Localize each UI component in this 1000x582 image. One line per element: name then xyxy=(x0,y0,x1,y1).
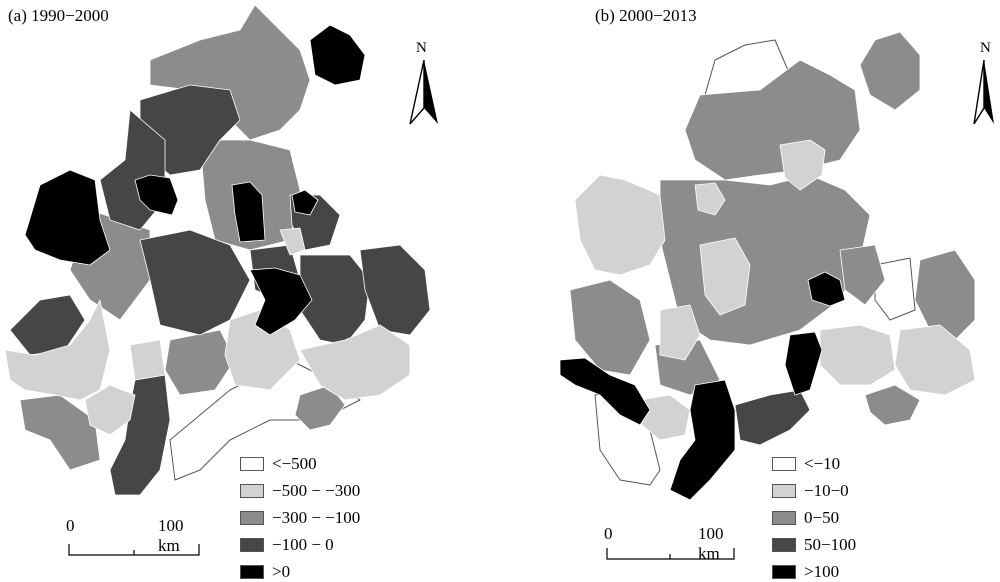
region-map xyxy=(559,31,976,501)
region-light-center xyxy=(699,237,751,316)
region-black-east-small xyxy=(807,271,846,307)
region-light-south-2 xyxy=(129,339,166,381)
region-black-west xyxy=(24,169,111,266)
panel-title: (b) 2000−2013 xyxy=(595,6,697,25)
region-light-southwest xyxy=(4,299,111,401)
legend-swatch xyxy=(772,565,796,579)
map-panel-1990-2000: (a) 1990−2000 xyxy=(0,0,500,581)
legend-swatch xyxy=(240,565,264,579)
legend-swatch xyxy=(772,457,796,471)
region-light-center-west xyxy=(659,304,701,361)
region-black-north-1 xyxy=(309,24,366,86)
legend-swatch xyxy=(772,511,796,525)
map-panel-2000-2013: (b) 2000−2013 xyxy=(500,0,1000,581)
north-label: N xyxy=(980,40,991,56)
region-mid-west xyxy=(569,279,651,376)
north-label: N xyxy=(416,40,427,56)
panel-title: (a) 1990−2000 xyxy=(8,6,109,25)
legend-swatch xyxy=(240,511,264,525)
region-light-west xyxy=(574,174,666,276)
region-light-southeast xyxy=(819,324,896,386)
legend-swatch xyxy=(240,484,264,498)
legend-label: 0−50 xyxy=(804,508,840,527)
legend-label: <−10 xyxy=(804,454,841,473)
region-mid-southeast xyxy=(864,384,921,426)
region-black-east-tall xyxy=(784,331,823,396)
north-arrow-icon xyxy=(409,59,438,125)
region-light-east-small xyxy=(279,227,306,256)
region-mid-northeast xyxy=(859,31,921,111)
legend-label: 50−100 xyxy=(804,535,857,554)
region-light-southeast-2 xyxy=(299,324,411,401)
legend-swatch xyxy=(240,457,264,471)
region-dark-east-1 xyxy=(299,254,371,346)
legend-swatch xyxy=(772,538,796,552)
legend-label: −100 − 0 xyxy=(272,535,334,554)
region-mid-east xyxy=(914,249,976,341)
region-mid-southwest xyxy=(19,394,101,471)
legend-label: −10−0 xyxy=(804,481,849,500)
region-black-center-small xyxy=(134,174,179,216)
legend-swatch xyxy=(772,484,796,498)
legend-label: <−500 xyxy=(272,454,317,473)
north-arrow-icon xyxy=(973,59,994,125)
region-black-northeast-small xyxy=(291,189,319,216)
region-black-southwest xyxy=(559,357,651,426)
region-light-south-1 xyxy=(84,384,136,436)
scale-end-label: 100 km xyxy=(158,516,184,555)
region-dark-south xyxy=(109,374,171,496)
region-lt10-east xyxy=(874,257,916,321)
scale-end-label: 100 km xyxy=(698,524,724,563)
region-dark-east-2 xyxy=(359,244,431,336)
region-black-center-tall xyxy=(231,181,266,243)
legend-label: >100 xyxy=(804,562,840,581)
region-light-east xyxy=(894,324,976,396)
scale-bar-line xyxy=(606,548,735,560)
legend-swatch xyxy=(240,538,264,552)
region-light-south xyxy=(639,394,691,441)
region-map xyxy=(4,4,431,496)
region-mid-south xyxy=(164,329,236,396)
legend-label: −500 − −300 xyxy=(272,481,361,500)
region-black-east-cluster xyxy=(249,267,313,336)
scale-bar-line xyxy=(68,544,200,556)
scale-start-label: 0 xyxy=(604,524,613,543)
region-light-north-small xyxy=(779,139,826,191)
region-dark-southeast xyxy=(734,389,811,446)
region-light-center-small xyxy=(694,182,726,216)
legend-label: −300 − −100 xyxy=(272,508,361,527)
region-black-south xyxy=(669,379,736,501)
scale-start-label: 0 xyxy=(66,516,75,535)
legend-label: >0 xyxy=(272,562,291,581)
region-mid-east-small xyxy=(839,244,886,306)
